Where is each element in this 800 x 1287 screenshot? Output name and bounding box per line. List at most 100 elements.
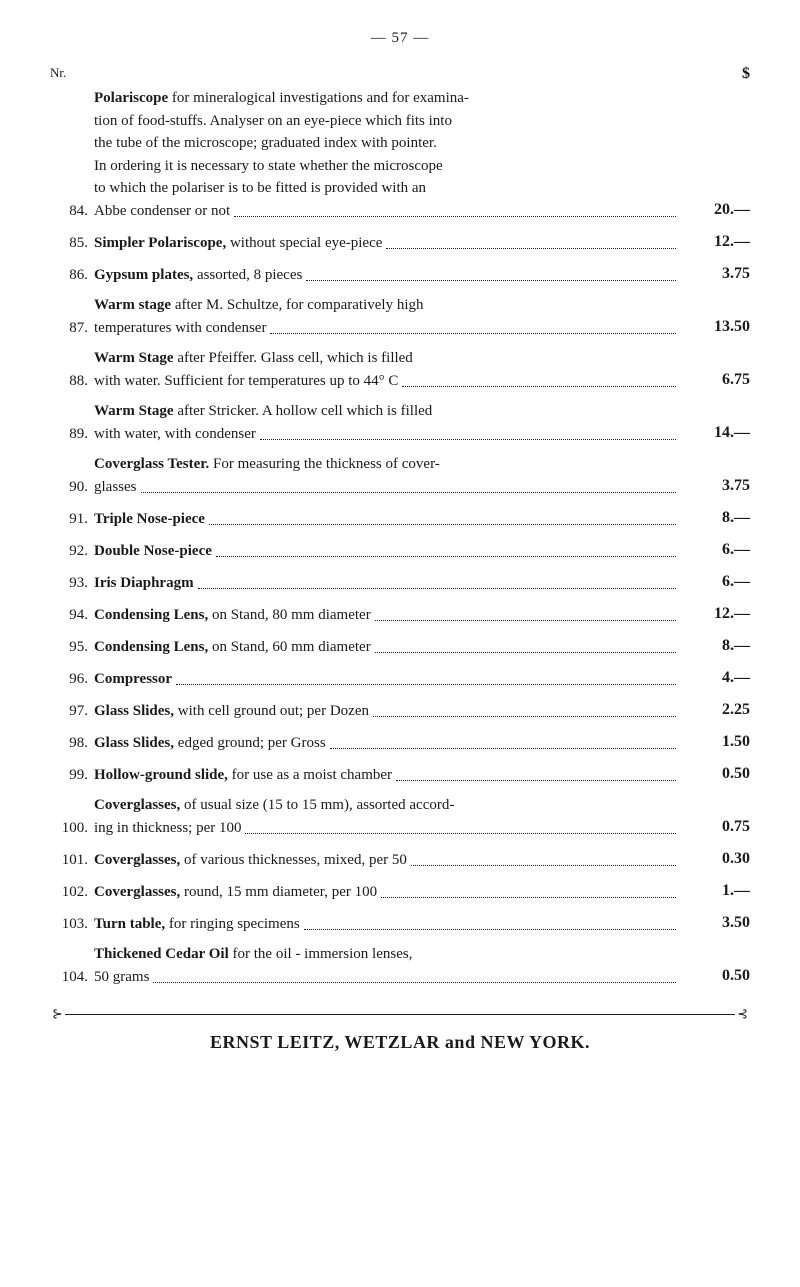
item-last-line: Triple Nose-piece bbox=[94, 508, 680, 531]
item-last-line: Hollow-ground slide, for use as a moist … bbox=[94, 764, 680, 787]
item-price: 3.75 bbox=[680, 474, 750, 498]
divider-line bbox=[65, 1014, 735, 1015]
item-price: 6.— bbox=[680, 570, 750, 594]
item-body: Coverglass Tester. For measuring the thi… bbox=[94, 453, 680, 498]
item-body: Double Nose-piece bbox=[94, 540, 680, 563]
item-body: Iris Diaphragm bbox=[94, 572, 680, 595]
item-line: Polariscope for mineralogical investigat… bbox=[94, 87, 680, 110]
dot-leader bbox=[216, 556, 676, 557]
item-number: 86. bbox=[50, 264, 94, 287]
item-last-text: Hollow-ground slide, for use as a moist … bbox=[94, 764, 392, 787]
footer-divider: ⊱ ⊰ bbox=[50, 1006, 750, 1022]
dot-leader bbox=[270, 333, 676, 334]
item-last-line: temperatures with condenser bbox=[94, 317, 680, 340]
item-last-line: Coverglasses, round, 15 mm diameter, per… bbox=[94, 881, 680, 904]
dot-leader bbox=[141, 492, 677, 493]
ornament-left: ⊱ bbox=[50, 1006, 65, 1022]
item-last-text: Gypsum plates, assorted, 8 pieces bbox=[94, 264, 302, 287]
catalog-item: 85.Simpler Polariscope, without special … bbox=[50, 230, 750, 254]
item-body: Gypsum plates, assorted, 8 pieces bbox=[94, 264, 680, 287]
item-price: 8.— bbox=[680, 506, 750, 530]
item-price: 6.— bbox=[680, 538, 750, 562]
item-last-text: Coverglasses, of various thicknesses, mi… bbox=[94, 849, 407, 872]
item-price: 8.— bbox=[680, 634, 750, 658]
item-last-text: Condensing Lens, on Stand, 60 mm diamete… bbox=[94, 636, 371, 659]
catalog-item: 104.Thickened Cedar Oil for the oil - im… bbox=[50, 943, 750, 988]
item-last-line: with water, with condenser bbox=[94, 423, 680, 446]
nr-label: Nr. bbox=[50, 65, 66, 83]
item-last-line: Compressor bbox=[94, 668, 680, 691]
dot-leader bbox=[411, 865, 676, 866]
item-body: Warm stage after M. Schultze, for compar… bbox=[94, 294, 680, 339]
item-number: 94. bbox=[50, 604, 94, 627]
dot-leader bbox=[176, 684, 676, 685]
item-last-text: with water. Sufficient for temperatures … bbox=[94, 370, 398, 393]
dot-leader bbox=[306, 280, 676, 281]
item-last-line: Simpler Polariscope, without special eye… bbox=[94, 232, 680, 255]
item-price: 0.50 bbox=[680, 964, 750, 988]
item-number: 97. bbox=[50, 700, 94, 723]
item-price: 14.— bbox=[680, 421, 750, 445]
item-line: Thickened Cedar Oil for the oil - immers… bbox=[94, 943, 680, 966]
item-number: 90. bbox=[50, 476, 94, 499]
dot-leader bbox=[153, 982, 676, 983]
item-body: Glass Slides, edged ground; per Gross bbox=[94, 732, 680, 755]
item-body: Warm Stage after Pfeiffer. Glass cell, w… bbox=[94, 347, 680, 392]
dot-leader bbox=[375, 620, 676, 621]
item-last-line: Gypsum plates, assorted, 8 pieces bbox=[94, 264, 680, 287]
dot-leader bbox=[234, 216, 676, 217]
item-last-line: ing in thickness; per 100 bbox=[94, 817, 680, 840]
item-last-line: glasses bbox=[94, 476, 680, 499]
item-last-text: Coverglasses, round, 15 mm diameter, per… bbox=[94, 881, 377, 904]
item-last-text: glasses bbox=[94, 476, 137, 499]
item-last-text: Abbe condenser or not bbox=[94, 200, 230, 223]
catalog-item: 96.Compressor4.— bbox=[50, 666, 750, 690]
catalog-item: 90.Coverglass Tester. For measuring the … bbox=[50, 453, 750, 498]
item-body: Triple Nose-piece bbox=[94, 508, 680, 531]
catalog-item: 92.Double Nose-piece6.— bbox=[50, 538, 750, 562]
catalog-item: 101.Coverglasses, of various thicknesses… bbox=[50, 847, 750, 871]
item-line: the tube of the microscope; graduated in… bbox=[94, 132, 680, 155]
item-last-text: with water, with condenser bbox=[94, 423, 256, 446]
catalog-item: 86.Gypsum plates, assorted, 8 pieces3.75 bbox=[50, 262, 750, 286]
item-number: 95. bbox=[50, 636, 94, 659]
item-last-text: 50 grams bbox=[94, 966, 149, 989]
item-last-line: 50 grams bbox=[94, 966, 680, 989]
item-last-line: Glass Slides, edged ground; per Gross bbox=[94, 732, 680, 755]
catalog-item: 97.Glass Slides, with cell ground out; p… bbox=[50, 698, 750, 722]
catalog-item: 87.Warm stage after M. Schultze, for com… bbox=[50, 294, 750, 339]
item-price: 4.— bbox=[680, 666, 750, 690]
item-price: 0.30 bbox=[680, 847, 750, 871]
catalog-item: 99.Hollow-ground slide, for use as a moi… bbox=[50, 762, 750, 786]
item-last-line: Double Nose-piece bbox=[94, 540, 680, 563]
catalog-item: 94.Condensing Lens, on Stand, 80 mm diam… bbox=[50, 602, 750, 626]
dot-leader bbox=[373, 716, 676, 717]
item-price: 13.50 bbox=[680, 315, 750, 339]
catalog-item: 100.Coverglasses, of usual size (15 to 1… bbox=[50, 794, 750, 839]
item-line: Warm Stage after Pfeiffer. Glass cell, w… bbox=[94, 347, 680, 370]
item-number: 92. bbox=[50, 540, 94, 563]
item-last-line: Abbe condenser or not bbox=[94, 200, 680, 223]
item-price: 12.— bbox=[680, 602, 750, 626]
item-body: Turn table, for ringing specimens bbox=[94, 913, 680, 936]
item-last-text: temperatures with condenser bbox=[94, 317, 266, 340]
item-price: 2.25 bbox=[680, 698, 750, 722]
ornament-right: ⊰ bbox=[735, 1006, 750, 1022]
dot-leader bbox=[304, 929, 676, 930]
item-list: 84. Polariscope for mineralogical investi… bbox=[50, 87, 750, 988]
dot-leader bbox=[330, 748, 676, 749]
page-number: — 57 — bbox=[50, 30, 750, 47]
item-number: 84. bbox=[50, 200, 94, 223]
item-line: Coverglasses, of usual size (15 to 15 mm… bbox=[94, 794, 680, 817]
item-price: 6.75 bbox=[680, 368, 750, 392]
item-line: tion of food-stuffs. Analyser on an eye-… bbox=[94, 110, 680, 133]
item-line: Warm stage after M. Schultze, for compar… bbox=[94, 294, 680, 317]
item-body: Thickened Cedar Oil for the oil - immers… bbox=[94, 943, 680, 988]
catalog-item: 84. Polariscope for mineralogical investi… bbox=[50, 87, 750, 222]
item-body: Glass Slides, with cell ground out; per … bbox=[94, 700, 680, 723]
item-last-line: Coverglasses, of various thicknesses, mi… bbox=[94, 849, 680, 872]
footer-text: ERNST LEITZ, WETZLAR and NEW YORK. bbox=[50, 1032, 750, 1053]
dot-leader bbox=[198, 588, 676, 589]
item-line: to which the polariser is to be fitted i… bbox=[94, 177, 680, 200]
item-last-text: Glass Slides, with cell ground out; per … bbox=[94, 700, 369, 723]
